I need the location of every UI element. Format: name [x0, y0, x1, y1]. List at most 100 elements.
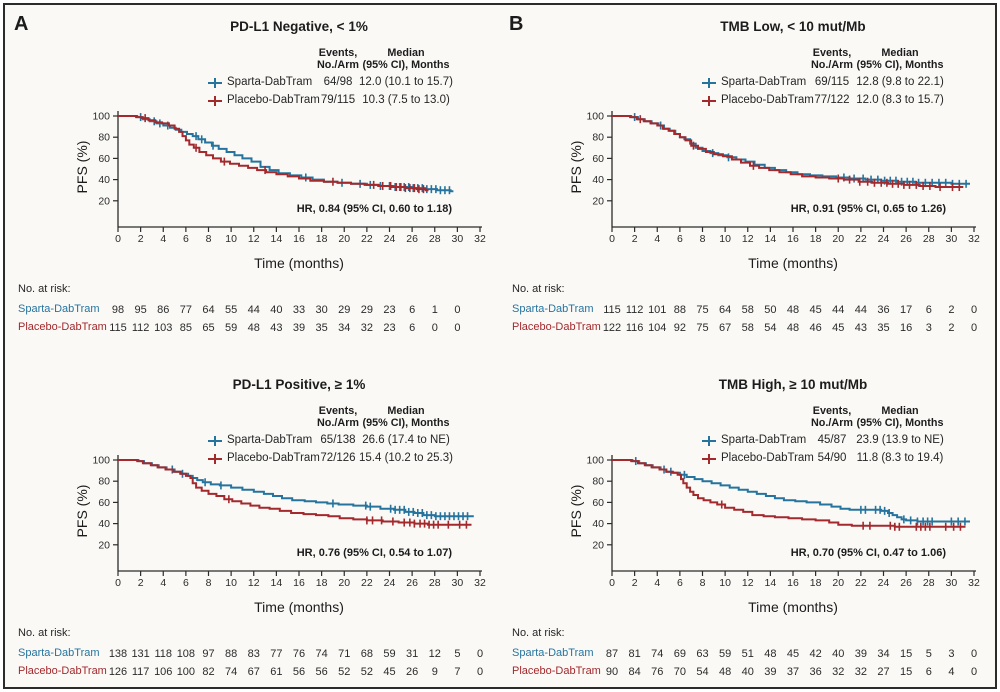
risk-count: 35: [316, 322, 328, 334]
risk-count: 36: [810, 666, 822, 678]
legend-header-line: Events,: [812, 405, 852, 417]
risk-count: 131: [131, 648, 149, 660]
risk-count: 63: [696, 648, 708, 660]
legend-header-line: Events,: [812, 47, 852, 59]
risk-count: 58: [742, 322, 754, 334]
risk-count: 74: [316, 648, 328, 660]
legend-median-value: 23.9 (13.9 to NE): [856, 434, 944, 446]
legend-header-line: No./Arm: [811, 59, 853, 71]
risk-count: 1: [432, 304, 438, 316]
risk-count: 67: [248, 666, 260, 678]
risk-count: 104: [648, 322, 666, 334]
risk-count: 74: [225, 666, 237, 678]
legend-series-name: Sparta-DabTram: [721, 434, 807, 446]
risk-row-label-sparta: Sparta-DabTram: [512, 303, 594, 315]
x-axis-tick-label: 24: [384, 577, 396, 589]
risk-count: 86: [157, 304, 169, 316]
x-axis-tick-label: 20: [832, 577, 844, 589]
hazard-ratio-annotation: HR, 0.70 (95% CI, 0.47 to 1.06): [790, 547, 946, 559]
x-axis-tick-label: 10: [225, 233, 237, 245]
sparta-plus-marker-icon: [702, 78, 716, 88]
risk-count: 39: [764, 666, 776, 678]
x-axis-tick-label: 22: [361, 233, 373, 245]
legend-header-median: Median (95% CI), Months: [336, 47, 476, 71]
risk-count: 95: [135, 304, 147, 316]
risk-count: 85: [180, 322, 192, 334]
legend-events-value: 45/87: [817, 434, 847, 446]
risk-row-label-sparta: Sparta-DabTram: [512, 647, 594, 659]
risk-count: 0: [454, 304, 460, 316]
x-axis-tick-label: 14: [765, 577, 777, 589]
legend-header-line: No./Arm: [811, 417, 853, 429]
x-axis-tick-label: 12: [742, 233, 754, 245]
risk-count: 9: [432, 666, 438, 678]
risk-count: 59: [225, 322, 237, 334]
y-axis-tick-label: 100: [586, 455, 604, 467]
x-axis-tick-label: 10: [719, 577, 731, 589]
risk-count: 32: [361, 322, 373, 334]
y-axis-tick-label: 60: [592, 153, 604, 165]
legend-median-value: 26.6 (17.4 to NE): [362, 434, 450, 446]
risk-count: 6: [926, 304, 932, 316]
risk-count: 70: [674, 666, 686, 678]
figure-border: A B 100 80 60 40 20 0 2 4 6 8 10 12 14 16 18 20 22 24 26 28…: [3, 3, 997, 689]
risk-count: 43: [855, 322, 867, 334]
x-axis-tick-label: 4: [654, 233, 660, 245]
panel-pdl1-positive: 100 80 60 40 20 0 2 4 6 8 10 12 14 16 18 20 22 24 26 28 30 32…: [6, 353, 500, 692]
x-axis-tick-label: 22: [361, 577, 373, 589]
hazard-ratio-annotation: HR, 0.84 (95% CI, 0.60 to 1.18): [296, 203, 452, 215]
x-axis-tick-label: 6: [183, 577, 189, 589]
risk-row-label-placebo: Placebo-DabTram: [512, 665, 601, 677]
x-axis-tick-label: 2: [138, 577, 144, 589]
x-axis-tick-label: 26: [900, 233, 912, 245]
y-axis-tick-label: 60: [98, 497, 110, 509]
legend-header-events: Events, No./Arm: [797, 405, 867, 429]
x-axis-tick-label: 18: [316, 233, 328, 245]
risk-count: 42: [810, 648, 822, 660]
y-axis-tick-label: 60: [98, 153, 110, 165]
risk-row-label-sparta: Sparta-DabTram: [18, 303, 100, 315]
risk-count: 23: [383, 322, 395, 334]
risk-count: 36: [877, 304, 889, 316]
legend-header-line: (95% CI), Months: [856, 59, 944, 71]
risk-count: 64: [202, 304, 214, 316]
risk-count: 35: [877, 322, 889, 334]
y-axis-tick-label: 80: [98, 132, 110, 144]
y-axis-label: PFS (%): [74, 140, 90, 194]
x-axis-tick-label: 8: [206, 233, 212, 245]
legend-median-value: 12.8 (9.8 to 22.1): [856, 76, 944, 88]
x-axis-tick-label: 26: [900, 577, 912, 589]
legend-header-events: Events, No./Arm: [303, 47, 373, 71]
x-axis-tick-label: 32: [474, 233, 486, 245]
x-axis-tick-label: 28: [923, 233, 935, 245]
risk-count: 29: [338, 304, 350, 316]
risk-count: 92: [674, 322, 686, 334]
risk-row-label-placebo: Placebo-DabTram: [18, 321, 107, 333]
placebo-plus-marker-icon: [208, 454, 222, 464]
risk-count: 2: [948, 304, 954, 316]
y-axis-tick-label: 40: [98, 518, 110, 530]
risk-count: 76: [651, 666, 663, 678]
risk-count: 75: [696, 304, 708, 316]
risk-count: 40: [832, 648, 844, 660]
risk-count: 12: [429, 648, 441, 660]
risk-count: 108: [177, 648, 195, 660]
risk-count: 34: [338, 322, 350, 334]
y-axis-tick-label: 100: [92, 455, 110, 467]
legend-header-median: Median (95% CI), Months: [830, 405, 970, 429]
risk-count: 103: [154, 322, 172, 334]
y-axis-tick-label: 40: [592, 174, 604, 186]
x-axis-tick-label: 16: [293, 577, 305, 589]
legend-series-name: Sparta-DabTram: [721, 76, 807, 88]
risk-count: 75: [696, 322, 708, 334]
y-axis-tick-label: 100: [586, 111, 604, 123]
risk-count: 82: [202, 666, 214, 678]
x-axis-label: Time (months): [748, 255, 838, 271]
x-axis-tick-label: 14: [765, 233, 777, 245]
risk-count: 4: [948, 666, 954, 678]
risk-count: 6: [409, 322, 415, 334]
legend-header-events: Events, No./Arm: [303, 405, 373, 429]
risk-count: 15: [900, 648, 912, 660]
